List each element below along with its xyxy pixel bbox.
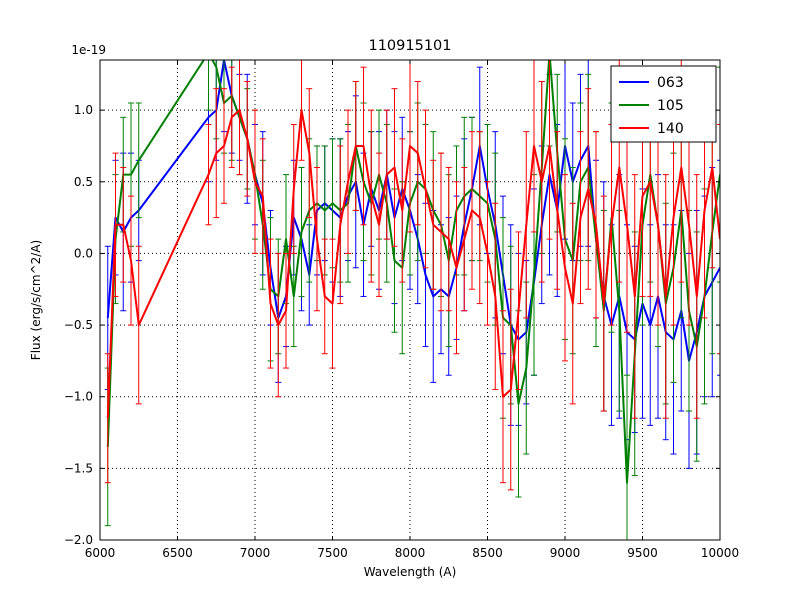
y-tick-label: −1.0 xyxy=(64,390,93,404)
legend: 063 105 140 xyxy=(610,65,717,143)
y-tick-label: 1.0 xyxy=(74,103,93,117)
legend-label: 140 xyxy=(657,121,684,137)
y-tick-label: 0.0 xyxy=(74,246,93,260)
x-tick-label: 8500 xyxy=(472,546,503,560)
x-tick-label: 9500 xyxy=(627,546,658,560)
x-tick-label: 8000 xyxy=(395,546,426,560)
axis-ticks xyxy=(99,60,721,541)
series-140 xyxy=(104,60,720,491)
y-axis-offset-label: 1e-19 xyxy=(71,43,106,57)
x-tick-label: 6500 xyxy=(162,546,193,560)
y-axis-label: Flux (erg/s/cm^2/A) xyxy=(29,240,43,360)
chart-title: 110915101 xyxy=(368,38,451,54)
tick-labels: 6000 6500 7000 7500 8000 8500 9000 9500 10000 −2.… xyxy=(64,103,739,560)
legend-label: 063 xyxy=(657,75,684,91)
y-tick-label: −1.5 xyxy=(64,461,93,475)
y-tick-label: −2.0 xyxy=(64,533,93,547)
x-tick-label: 9000 xyxy=(550,546,581,560)
legend-label: 105 xyxy=(657,98,684,114)
x-axis-label: Wavelength (A) xyxy=(364,565,457,579)
y-tick-label: −0.5 xyxy=(64,318,93,332)
x-tick-label: 6000 xyxy=(85,546,116,560)
x-tick-label: 7500 xyxy=(317,546,348,560)
y-tick-label: 0.5 xyxy=(74,175,93,189)
x-tick-label: 7000 xyxy=(240,546,271,560)
x-tick-label: 10000 xyxy=(701,546,739,560)
